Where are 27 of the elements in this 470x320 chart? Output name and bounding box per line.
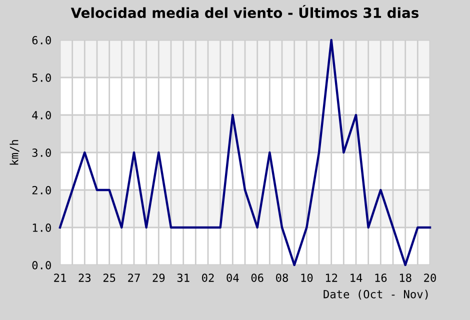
x-tick-label: 14 (350, 274, 362, 282)
x-tick-label: 21 (54, 274, 66, 282)
x-tick-label: 23 (78, 274, 91, 282)
x-tick-label: 04 (226, 274, 239, 282)
x-tick-label: 02 (202, 274, 214, 282)
x-tick-label: 31 (177, 274, 190, 282)
line-series (58, 38, 432, 266)
y-tick-label: 2.0 (32, 186, 51, 194)
y-tick-label: 4.0 (32, 111, 51, 120)
x-tick-label: 12 (326, 274, 338, 282)
x-axis-title: Date (Oct - Nov) (324, 290, 428, 300)
y-tick-label: 6.0 (32, 36, 51, 44)
x-tick-label: 16 (375, 274, 387, 282)
y-tick-label: 5.0 (32, 74, 51, 82)
x-tick-label: 25 (103, 274, 116, 282)
x-tick-label: 08 (276, 274, 288, 282)
x-tick-label: 20 (424, 274, 436, 282)
x-tick-label: 10 (301, 274, 313, 282)
y-axis-title: km/h (10, 140, 20, 165)
y-tick-label: 0.0 (32, 261, 51, 270)
y-tick-label: 3.0 (32, 148, 51, 157)
x-tick-label: 27 (128, 274, 140, 282)
y-tick-label: 1.0 (32, 224, 51, 232)
x-tick-label: 06 (251, 274, 264, 282)
x-tick-label: 29 (152, 274, 165, 282)
chart-title: Velocidad media del viento - Últimos 31 dias (70, 4, 419, 18)
x-tick-label: 18 (400, 274, 412, 282)
